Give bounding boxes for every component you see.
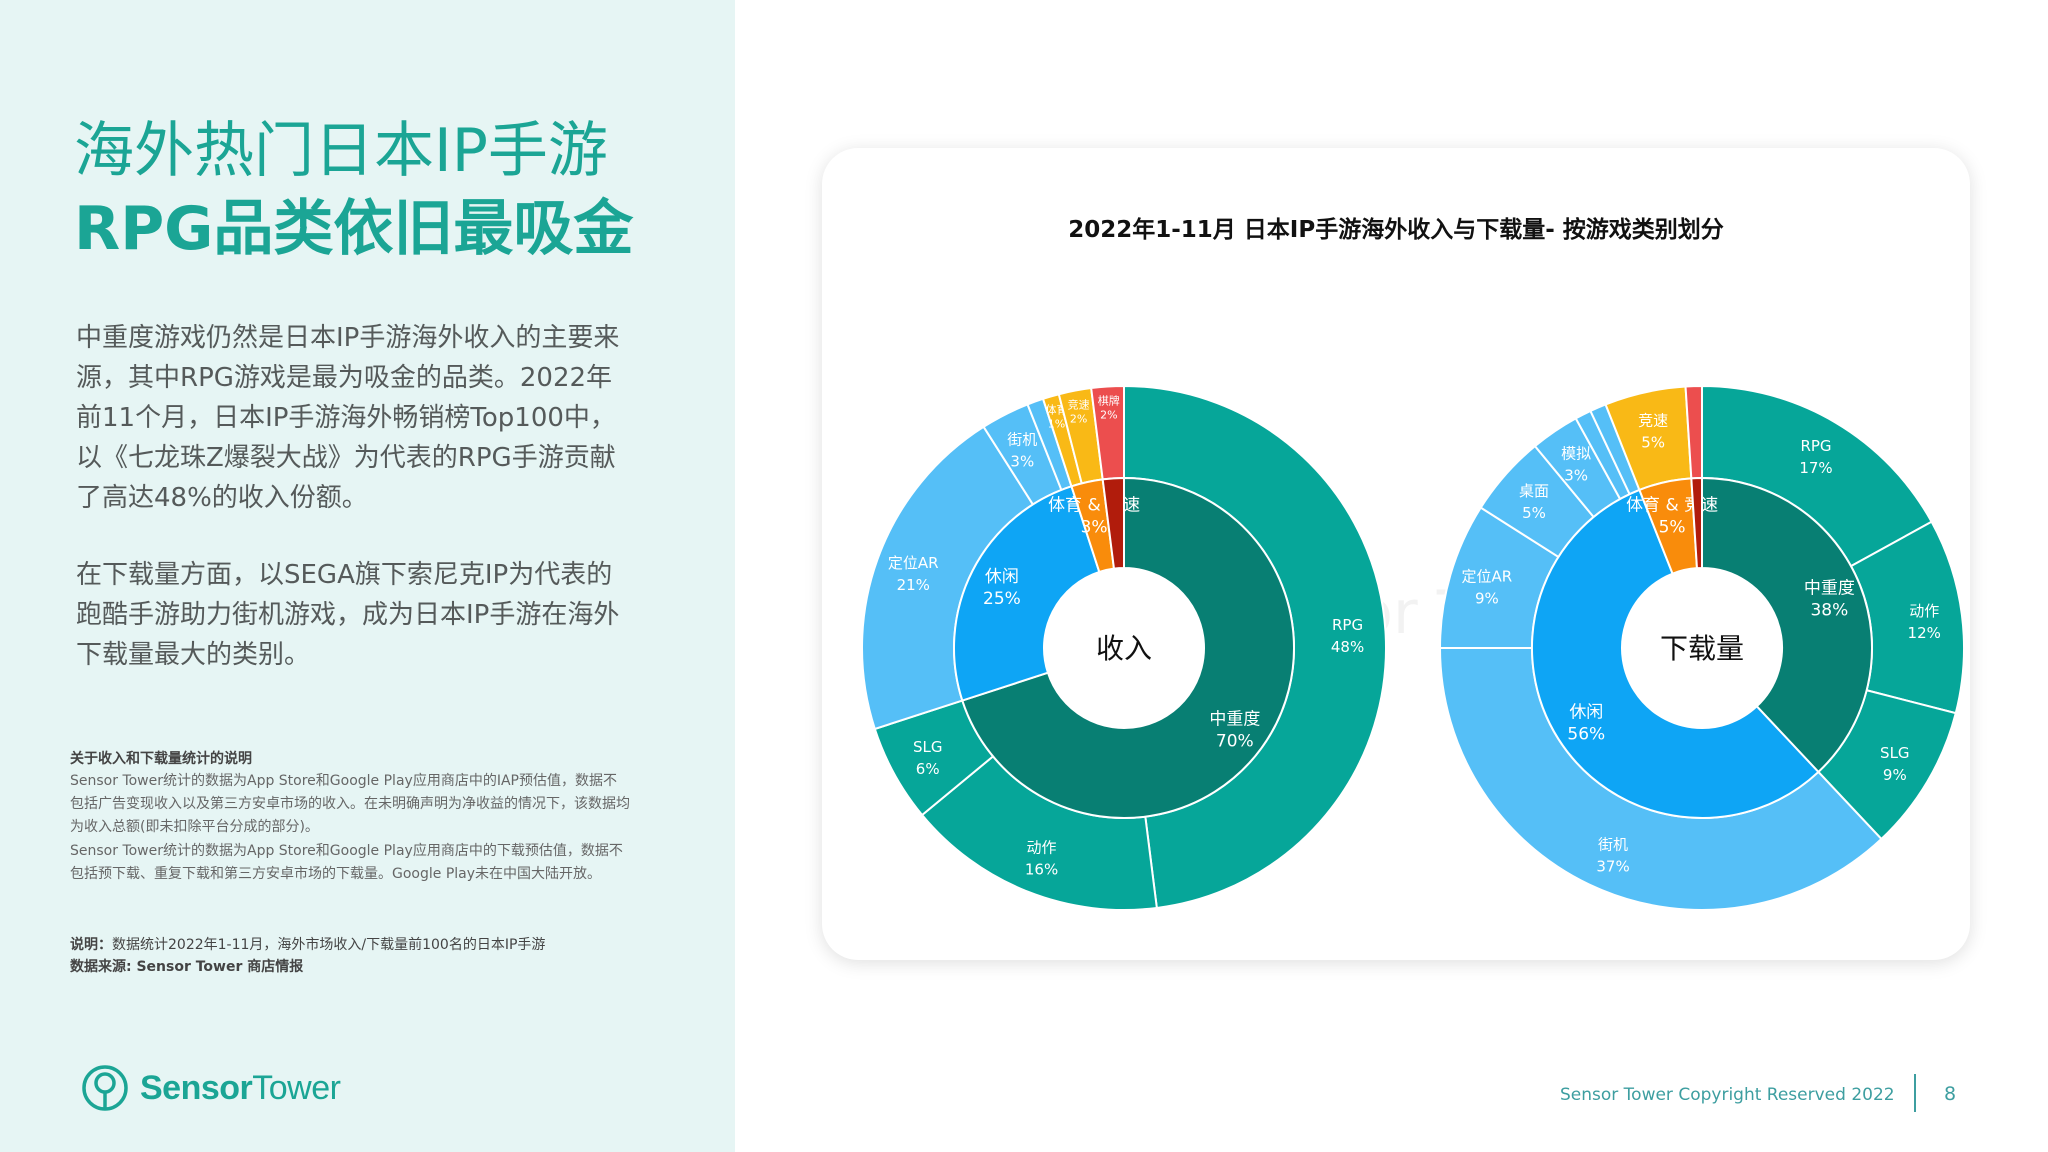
outer-value-桌面-5: 5% — [1522, 504, 1546, 522]
outer-value-动作-1: 12% — [1908, 624, 1941, 642]
outer-value-模拟-6: 3% — [1564, 467, 1588, 485]
inner-label-中重度-0: 中重度 — [1209, 710, 1260, 730]
donut-center-label: 下载量 — [1660, 632, 1744, 665]
outer-value-竞速-9: 5% — [1641, 433, 1665, 451]
download-sunburst-chart: RPG 17% 动作 12% SLG 9% 街机 37% 定位AR 9% 桌面 5% 模拟 3% 竞速 5% 中… — [1438, 384, 1965, 911]
outer-value-体育-6: 1% — [1048, 418, 1065, 431]
data-source: 数据来源: Sensor Tower 商店情报 — [70, 959, 304, 975]
outer-label-竞速-7: 竞速 — [1068, 397, 1090, 411]
outer-value-棋牌-8: 2% — [1100, 408, 1117, 421]
outer-value-街机-3: 37% — [1596, 858, 1629, 876]
inner-segment-休闲-1 — [952, 485, 1101, 702]
outer-value-竞速-7: 2% — [1070, 412, 1087, 425]
footer-copyright: Sensor Tower Copyright Reserved 2022 — [1560, 1085, 1895, 1105]
inner-value-中重度-0: 70% — [1216, 732, 1254, 752]
outer-label-定位AR-4: 定位AR — [1462, 568, 1513, 586]
inner-value-体育-竞速-2: 5% — [1659, 517, 1686, 537]
outer-label-RPG-0: RPG — [1800, 437, 1831, 455]
outer-label-模拟-6: 模拟 — [1561, 445, 1591, 463]
outer-value-动作-1: 16% — [1025, 860, 1058, 878]
inner-label-休闲-1: 休闲 — [1569, 702, 1603, 722]
outer-label-动作-1: 动作 — [1027, 838, 1057, 856]
inner-label-休闲-1: 休闲 — [985, 567, 1019, 587]
body-paragraph-revenue: 中重度游戏仍然是日本IP手游海外收入的主要来源，其中RPG游戏是最为吸金的品类。… — [76, 323, 620, 513]
outer-value-定位AR-3: 21% — [897, 576, 930, 594]
outer-value-定位AR-4: 9% — [1475, 590, 1499, 608]
outer-label-SLG-2: SLG — [913, 738, 943, 756]
chart-card: 2022年1-11月 日本IP手游海外收入与下载量- 按游戏类别划分 Senso… — [822, 148, 1970, 960]
inner-value-中重度-0: 38% — [1810, 601, 1848, 621]
footnote: 说明：数据统计2022年1-11月，海外市场收入/下载量前100名的日本IP手游 — [70, 934, 650, 956]
methodology-heading: 关于收入和下载量统计的说明 — [70, 751, 252, 767]
outer-label-竞速-9: 竞速 — [1638, 411, 1668, 429]
outer-value-SLG-2: 9% — [1883, 766, 1907, 784]
logo-wordmark: SensorTower — [140, 1068, 341, 1107]
inner-value-休闲-1: 25% — [983, 589, 1021, 609]
left-panel: 海外热门日本IP手游 RPG品类依旧最吸金 中重度游戏仍然是日本IP手游海外收入… — [0, 0, 735, 1152]
outer-value-RPG-0: 48% — [1331, 638, 1364, 656]
revenue-sunburst-chart: RPG48%动作16%SLG6%定位AR21%街机3%体育1%竞速2%棋牌2%中… — [861, 384, 1387, 911]
inner-label-体育-竞速-2: 体育 & 竞速 — [1048, 495, 1140, 515]
inner-value-休闲-1: 56% — [1567, 724, 1605, 744]
methodology-revenue-note: Sensor Tower统计的数据为App Store和Google Play应… — [70, 773, 630, 835]
inner-label-体育-竞速-2: 体育 & 竞速 — [1626, 495, 1718, 515]
footer-divider — [1914, 1074, 1916, 1112]
footnote-text: 数据统计2022年1-11月，海外市场收入/下载量前100名的日本IP手游 — [112, 937, 546, 953]
outer-label-桌面-5: 桌面 — [1519, 482, 1549, 500]
outer-label-SLG-2: SLG — [1880, 744, 1910, 762]
footnote-label: 说明： — [70, 937, 112, 953]
donut-center-label: 收入 — [1096, 632, 1152, 665]
outer-value-街机-4: 3% — [1010, 452, 1034, 470]
sensor-tower-logo: SensorTower — [80, 1060, 380, 1116]
outer-label-街机-3: 街机 — [1598, 836, 1628, 854]
outer-value-RPG-0: 17% — [1799, 459, 1832, 477]
page-subtitle: RPG品类依旧最吸金 — [74, 194, 634, 264]
page-title: 海外热门日本IP手游 — [74, 116, 608, 186]
outer-label-动作-1: 动作 — [1909, 602, 1939, 620]
outer-label-街机-4: 街机 — [1007, 430, 1037, 448]
donut-center-hole — [1622, 568, 1782, 728]
outer-value-SLG-2: 6% — [916, 760, 940, 778]
donut-center-hole — [1044, 568, 1204, 728]
page-number: 8 — [1943, 1083, 1957, 1105]
outer-label-棋牌-8: 棋牌 — [1098, 393, 1120, 407]
outer-label-RPG-0: RPG — [1332, 616, 1363, 634]
inner-value-体育-竞速-2: 3% — [1081, 517, 1108, 537]
body-paragraph-downloads: 在下载量方面，以SEGA旗下索尼克IP为代表的跑酷手游助力街机游戏，成为日本IP… — [76, 560, 620, 670]
methodology-download-note: Sensor Tower统计的数据为App Store和Google Play应… — [70, 843, 623, 882]
inner-label-中重度-0: 中重度 — [1804, 579, 1855, 599]
sensor-tower-logo-icon — [82, 1065, 128, 1111]
chart-title: 2022年1-11月 日本IP手游海外收入与下载量- 按游戏类别划分 — [1068, 217, 1724, 243]
outer-label-定位AR-3: 定位AR — [888, 554, 939, 572]
